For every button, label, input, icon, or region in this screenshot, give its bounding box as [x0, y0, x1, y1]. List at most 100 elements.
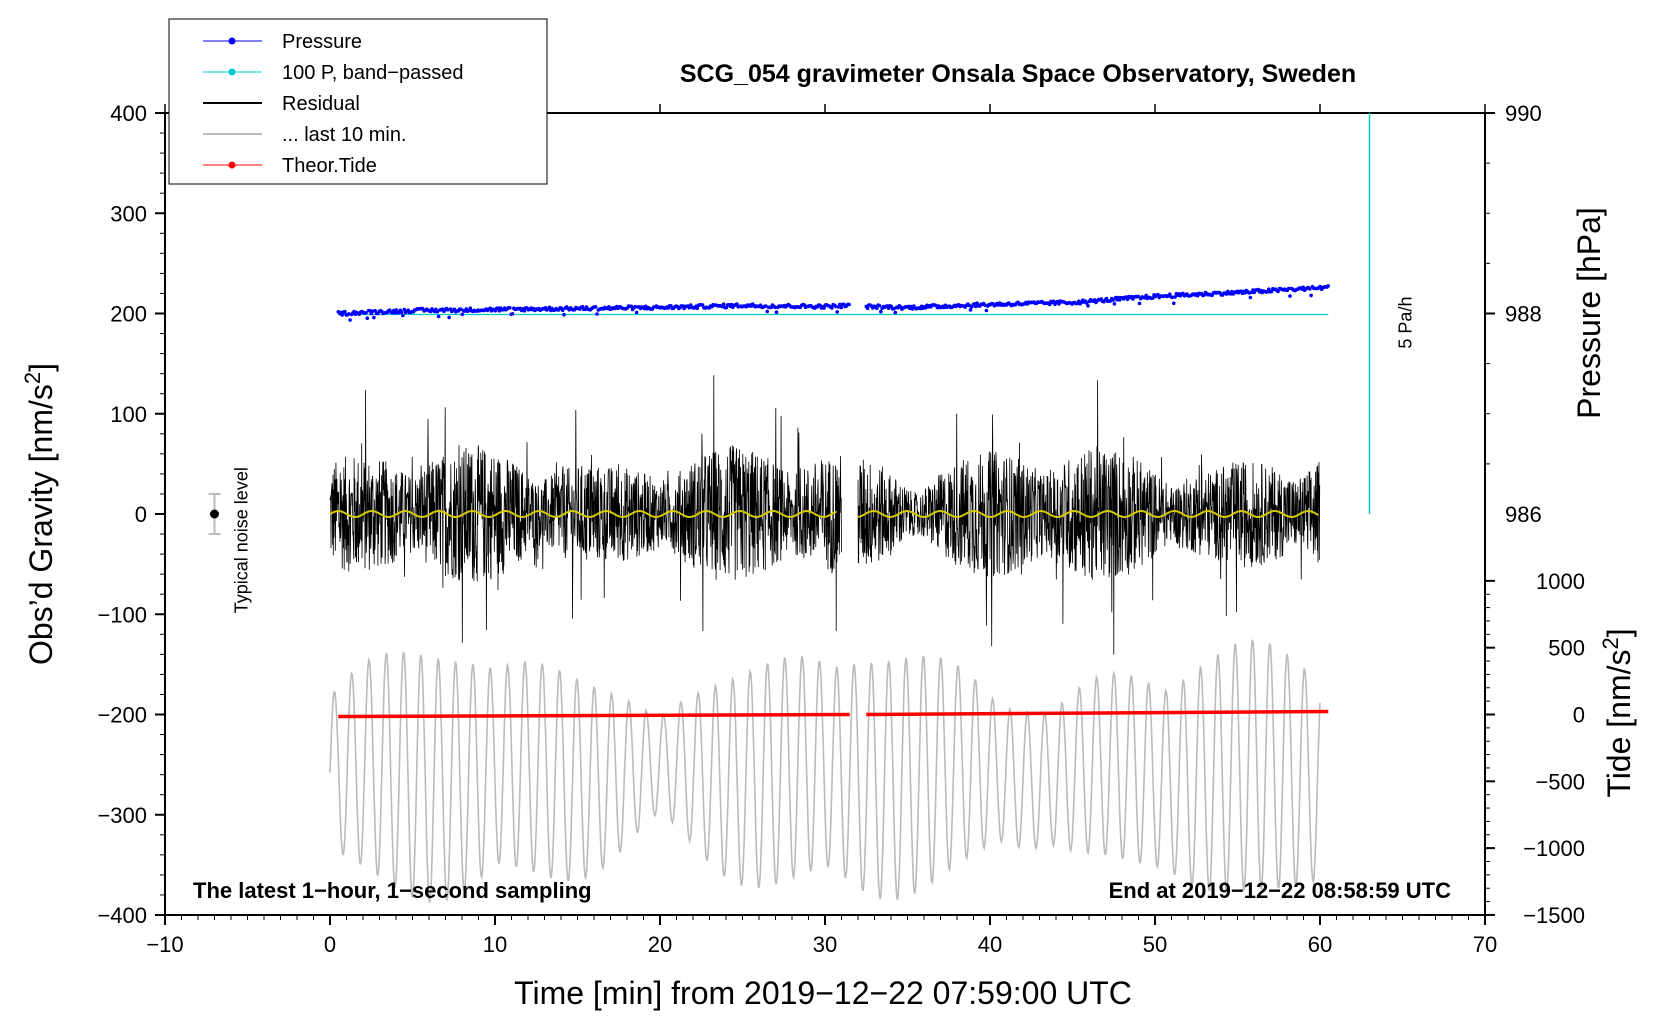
pressure-point [983, 303, 987, 307]
pressure-point [368, 308, 372, 313]
pressure-point [1173, 295, 1177, 299]
pressure-point [764, 304, 768, 308]
series-pressure [336, 284, 1330, 322]
pressure-point [459, 307, 463, 312]
legend: Pressure 100 P, band−passed Residual ... la… [168, 18, 548, 185]
pressure-point [695, 306, 700, 311]
x-tick-label: 0 [324, 932, 336, 957]
pressure-point [893, 310, 898, 315]
pressure-point [373, 309, 378, 313]
pressure-tick-label: 988 [1505, 302, 1542, 327]
pressure-point [340, 313, 345, 317]
pressure-point [838, 302, 842, 307]
y-tick-label: 100 [110, 402, 147, 427]
tide-line-segment [866, 709, 1329, 717]
annotation-latest-hour: The latest 1−hour, 1−second sampling [193, 878, 592, 903]
pressure-point [1308, 287, 1312, 291]
pressure-point [435, 309, 440, 314]
pressure-point [348, 318, 352, 322]
x-tick-label: 70 [1473, 932, 1497, 957]
pressure-point [343, 309, 347, 314]
legend-label: Pressure [282, 31, 362, 53]
pressure-point [510, 312, 515, 316]
x-axis-title: Time [min] from 2019−12−22 07:59:00 UTC [514, 975, 1132, 1011]
pressure-point [562, 312, 566, 317]
pressure-point [1248, 295, 1253, 300]
pressure-point [818, 303, 822, 308]
pressure-point [968, 308, 973, 312]
pressure-point [865, 306, 870, 311]
pressure-point [1286, 286, 1291, 291]
pressure-point [834, 304, 838, 309]
pressure-point [835, 310, 839, 314]
y-tick-label: −200 [97, 703, 147, 728]
pressure-point [1057, 302, 1061, 306]
legend-label: Residual [282, 93, 360, 115]
y-axis-title: Obs’d Gravity [nm/s2] [20, 363, 60, 665]
y-tick-label: 400 [110, 101, 147, 126]
pressure-point [839, 305, 843, 310]
pressure-point [1150, 296, 1155, 300]
pressure-point [1104, 296, 1109, 301]
pressure-point [460, 312, 465, 317]
pressure-point [393, 311, 397, 315]
noise-point [210, 509, 219, 519]
pressure-point [774, 310, 779, 315]
legend-marker [228, 68, 236, 76]
pressure-point [735, 302, 739, 306]
pressure-point [634, 310, 639, 315]
pressure-point [877, 303, 882, 308]
pressure-point [1247, 291, 1251, 295]
pressure-point [347, 312, 351, 316]
legend-box [168, 18, 548, 185]
pressure-point [364, 311, 368, 315]
pressure-point [595, 312, 599, 316]
pressure-point [724, 305, 729, 310]
pressure-point [700, 303, 705, 307]
pressure-point [721, 302, 726, 307]
pressure-point [447, 315, 451, 320]
series-residual-smoothed-2 [857, 509, 1319, 519]
chart-title: SCG_054 gravimeter Onsala Space Observat… [680, 60, 1356, 88]
pressure-point [1111, 298, 1115, 302]
pressure-point [1276, 289, 1280, 294]
pressure-point [1144, 293, 1148, 298]
pressure-point [365, 316, 370, 321]
tide-tick-label: −1500 [1523, 903, 1585, 928]
tide-tick-label: −1000 [1523, 836, 1585, 861]
pressure-point [1309, 293, 1313, 298]
pressure-point [372, 315, 376, 320]
pressure-point [879, 309, 883, 314]
pressure-tick-label: 990 [1505, 101, 1542, 126]
noise-label: Typical noise level [232, 467, 252, 613]
legend-marker [228, 161, 236, 169]
series-last-10-min [329, 639, 1321, 903]
series-theoretical-tide [338, 709, 1329, 719]
pressure-point [1168, 292, 1172, 297]
pressure-point [984, 308, 989, 313]
pressure-point [1172, 301, 1176, 306]
y-tick-label: −400 [97, 903, 147, 928]
tide-axis-title: Tide [nm/s2] [1598, 628, 1638, 797]
pressure-point [508, 306, 512, 310]
series-residual-part-2 [857, 380, 1321, 655]
pressure-point [1318, 284, 1323, 289]
x-tick-label: 40 [978, 932, 1002, 957]
pressure-point [394, 308, 399, 312]
pressure-tick-label: 986 [1505, 502, 1542, 527]
pressure-point [633, 304, 637, 309]
pressure-point [1084, 301, 1089, 305]
pressure-point [402, 307, 407, 312]
y-tick-label: −300 [97, 803, 147, 828]
series-residual-part-1 [329, 375, 842, 643]
y-tick-label: 200 [110, 302, 147, 327]
x-tick-label: 20 [648, 932, 672, 957]
pressure-point [399, 310, 404, 315]
pressure-point [1047, 302, 1052, 307]
pressure-point [875, 306, 879, 311]
series-residual-smoothed-1 [329, 509, 837, 519]
legend-marker [228, 37, 236, 45]
pressure-point [522, 309, 527, 313]
pressure-point [436, 314, 441, 319]
